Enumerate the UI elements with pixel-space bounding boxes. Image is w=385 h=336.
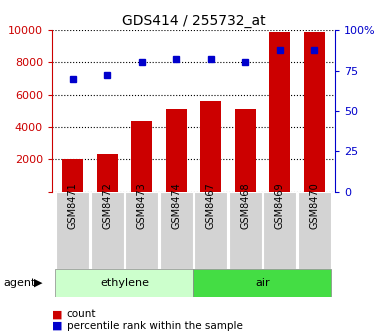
Bar (229, 192, 262, 269)
Bar (194, 269, 331, 297)
Bar (160, 192, 193, 269)
Text: percentile rank within the sample: percentile rank within the sample (67, 321, 243, 331)
Text: GSM8470: GSM8470 (309, 182, 319, 228)
Text: GSM8467: GSM8467 (206, 182, 216, 228)
Text: GSM8473: GSM8473 (137, 182, 147, 228)
Bar (97, 155, 117, 192)
Text: GSM8471: GSM8471 (68, 182, 78, 228)
Text: GSM8474: GSM8474 (171, 182, 181, 228)
Text: ▶: ▶ (33, 278, 42, 288)
Text: agent: agent (4, 278, 36, 288)
Bar (200, 101, 221, 192)
Text: ■: ■ (52, 309, 62, 319)
Bar (166, 109, 187, 192)
Text: GSM8469: GSM8469 (275, 182, 285, 228)
Text: GSM8472: GSM8472 (102, 182, 112, 228)
Text: ethylene: ethylene (100, 278, 149, 288)
Bar (125, 192, 158, 269)
Bar (263, 192, 296, 269)
Text: GSM8468: GSM8468 (240, 182, 250, 228)
Bar (62, 159, 83, 192)
Bar (270, 32, 290, 192)
Text: air: air (255, 278, 270, 288)
Bar (298, 192, 331, 269)
Text: count: count (67, 309, 96, 319)
Bar (90, 192, 124, 269)
Bar (235, 109, 256, 192)
Text: ■: ■ (52, 321, 62, 331)
Bar (56, 192, 89, 269)
Bar (131, 121, 152, 192)
Bar (194, 192, 227, 269)
Bar (55, 269, 194, 297)
Bar (304, 32, 325, 192)
Title: GDS414 / 255732_at: GDS414 / 255732_at (122, 14, 265, 28)
